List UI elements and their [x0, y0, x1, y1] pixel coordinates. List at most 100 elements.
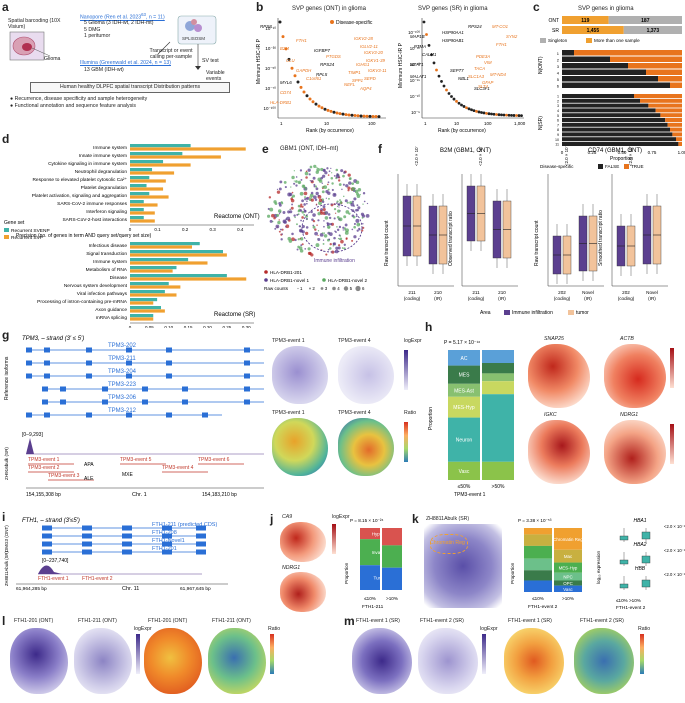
c-prop-true: [658, 76, 682, 82]
e-spot: [328, 238, 331, 241]
e-spot: [297, 238, 300, 241]
e-legend-dot: [264, 278, 268, 282]
i-exon: [122, 549, 132, 555]
h-map-snap25: [528, 344, 590, 408]
i-exon: [196, 541, 206, 547]
g-mxe: MXE: [122, 472, 134, 478]
b-gene-label: HLA-DRB1: [270, 100, 292, 105]
h-segment: [448, 350, 480, 366]
e-spot: [327, 248, 330, 251]
e-spot: [315, 203, 318, 205]
panel-letter-g: g: [2, 328, 10, 342]
l-map-title: FTH1-201 (ONT): [14, 618, 54, 624]
c-prop-label: 5: [557, 114, 559, 118]
c-prop-true: [660, 113, 682, 118]
g-map-expr-1: [272, 346, 328, 404]
f-ylabel: Observed transcript ratio: [448, 211, 454, 266]
b-right-point: [497, 113, 501, 117]
d-bar-svp: [130, 277, 247, 281]
e-spot: [278, 230, 281, 233]
e-spot: [347, 173, 351, 177]
e-spot: [290, 186, 292, 188]
g-event-label: TPM3-event 5: [120, 457, 152, 463]
k-stacked-bar: P = 3.38 × 10⁻⁵³ ≤10% Chromatin Reg Mac MES-…: [510, 518, 583, 610]
d-term-label: Neutrophil degranulation: [75, 169, 128, 175]
e-spot: [312, 219, 316, 223]
e-spot: [322, 174, 326, 178]
g-exon: [244, 386, 250, 392]
g-exon: [126, 373, 132, 379]
e-spot: [355, 218, 360, 223]
b-left-point: [302, 90, 306, 94]
b-left-point: [368, 114, 372, 118]
b-right-xtick: 1,000: [514, 121, 526, 126]
c-prop-true: [640, 98, 682, 103]
e-spot: [351, 228, 354, 231]
g-event-label: TPM3-event 3: [48, 473, 80, 479]
c-y1: N(ONT): [538, 56, 544, 74]
e-spot: [291, 237, 295, 242]
b-left-point: [335, 111, 339, 115]
b-left-point: [347, 113, 351, 117]
e-spot: [301, 216, 304, 219]
e-spot: [328, 170, 331, 173]
b-left-point: [296, 80, 300, 84]
c-prop-false: [562, 103, 649, 108]
e-spot: [335, 246, 339, 250]
d-term-label: Viral infection pathways: [77, 291, 128, 297]
h-xtitle: TPM3-event 1: [454, 492, 486, 498]
e-spot: [308, 173, 311, 176]
panel-letter-c: c: [533, 0, 540, 14]
c-y2: N(SR): [538, 116, 544, 130]
d-bar-svenp: [130, 274, 227, 278]
e-spot: [359, 193, 361, 196]
b-right-point: [455, 99, 458, 103]
e-spot: [281, 233, 283, 235]
e-spot: [331, 182, 334, 185]
f-legend-area: Area: [480, 310, 491, 316]
l-map-expr-201: [10, 628, 68, 694]
e-spot: [300, 203, 303, 206]
d-bar-svp: [130, 245, 192, 249]
b-gene-label: IGKV1-39: [366, 58, 385, 63]
d-bar-svenp: [130, 282, 169, 286]
d-bar-svp: [130, 293, 177, 297]
b-gene-label: RPL5: [316, 72, 328, 77]
i-coord-right: 61,967,645 bp: [180, 586, 211, 592]
e-legend-dot: [264, 270, 268, 274]
c-prop-false: [562, 50, 574, 56]
e-spot: [358, 227, 361, 230]
g-exon: [26, 412, 32, 418]
g-exon: [202, 412, 208, 418]
e-spot: [283, 180, 287, 184]
j-xlabel: >10%: [386, 596, 398, 601]
k-xtitle: FTH1-event 2: [528, 604, 558, 610]
b-right-xtick: 1: [424, 121, 427, 126]
e-spot: [335, 174, 340, 179]
d-legend-swatch: [4, 235, 9, 239]
e-spot: [357, 206, 361, 210]
m-legend: logExpr: [480, 626, 498, 632]
e-spot: [301, 199, 304, 203]
g-coverage: [0–9,293]: [22, 432, 43, 438]
e-spot: [325, 212, 327, 214]
e-spot: [291, 232, 294, 236]
d-enrichment-bars: Immune system Innate immune system Cytokin…: [4, 144, 260, 328]
b-left-point: [359, 114, 363, 118]
e-spot: [274, 227, 277, 230]
e-spot: [305, 214, 309, 218]
h-segment: [482, 373, 514, 382]
g-map-title: TPM3-event 4: [338, 338, 371, 344]
b-gene-label: NBL1: [458, 76, 469, 81]
panel-letter-a: a: [2, 0, 9, 14]
g-legend-expr: logExpr: [404, 338, 422, 344]
b-right-ylabel: Minimum HSIC-IR P: [398, 42, 404, 88]
e-spot: [289, 208, 291, 210]
b-legend-dot: [330, 20, 334, 24]
b-gene-label: RPS24: [320, 62, 335, 67]
b-right-point: [490, 112, 493, 116]
e-spot: [295, 176, 298, 178]
e-spot: [312, 225, 316, 229]
sv-test: SV test: [202, 58, 219, 64]
g-exon: [44, 347, 50, 353]
